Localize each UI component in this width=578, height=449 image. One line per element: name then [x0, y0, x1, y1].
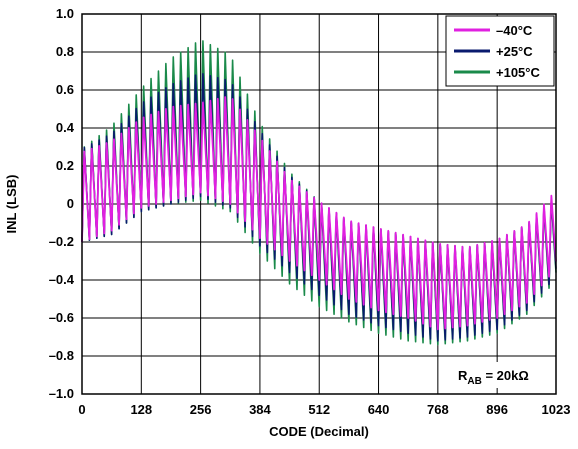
x-axis-label: CODE (Decimal) [269, 424, 369, 439]
y-tick-label: –0.2 [49, 234, 74, 249]
series-line-0 [81, 96, 557, 331]
legend-label-2: +105°C [496, 65, 540, 80]
y-tick-label: –0.4 [49, 272, 75, 287]
plot-frame [81, 13, 557, 395]
y-tick-label: 0.8 [56, 44, 74, 59]
annotation-prefix: R [458, 368, 468, 383]
annotation-background [450, 362, 552, 388]
legend-label-0: –40°C [496, 23, 533, 38]
x-tick-labels: 0 128 256 384 512 640 768 896 1023 [78, 402, 570, 417]
y-axis-label: INL (LSB) [4, 175, 19, 234]
annotation-suffix: = 20kΩ [482, 368, 529, 383]
x-tick-label: 0 [78, 402, 85, 417]
annotation-subscript: AB [467, 376, 481, 387]
y-tick-label: 0.2 [56, 158, 74, 173]
x-tick-label: 640 [368, 402, 390, 417]
y-tick-label: –0.6 [49, 310, 74, 325]
legend: –40°C +25°C +105°C [445, 15, 555, 87]
x-tick-label: 384 [249, 402, 271, 417]
y-tick-labels: 1.0 0.8 0.6 0.4 0.2 0 –0.2 –0.4 –0.6 –0.8 –1.0 [49, 6, 75, 401]
x-tick-label: 256 [190, 402, 212, 417]
y-tick-label: –1.0 [49, 386, 74, 401]
x-tick-label: 512 [308, 402, 330, 417]
annotation-box: RAB = 20kΩ [450, 362, 552, 388]
annotation-rab: RAB = 20kΩ [458, 368, 529, 387]
legend-label-1: +25°C [496, 44, 533, 59]
y-tick-label: 0.6 [56, 82, 74, 97]
x-tick-label: 896 [486, 402, 508, 417]
plot-series [81, 40, 557, 346]
y-tick-label: 0.4 [56, 120, 75, 135]
y-tick-label: 1.0 [56, 6, 74, 21]
x-tick-label: 768 [427, 402, 449, 417]
x-tick-label: 128 [130, 402, 152, 417]
y-tick-label: 0 [67, 196, 74, 211]
y-tick-label: –0.8 [49, 348, 74, 363]
x-tick-label: 1023 [542, 402, 571, 417]
